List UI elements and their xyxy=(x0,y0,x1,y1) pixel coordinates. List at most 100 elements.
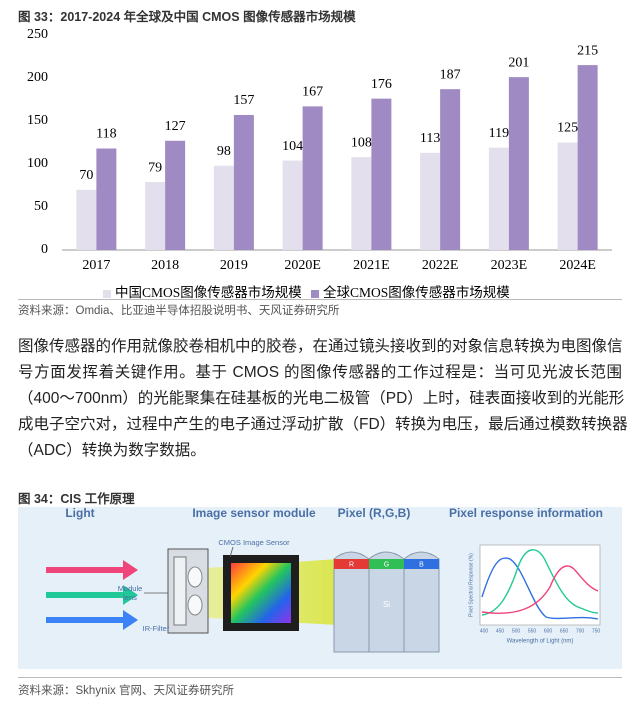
value-label: 215 xyxy=(577,43,598,58)
figure-caption: 图 33：2017-2024 年全球及中国 CMOS 图像传感器市场规模 xyxy=(18,10,356,24)
value-label: 108 xyxy=(351,135,372,150)
lens xyxy=(187,594,203,616)
tick-label: 550 xyxy=(528,628,537,634)
label: G xyxy=(384,561,389,568)
tick-label: 600 xyxy=(544,628,553,634)
value-label: 70 xyxy=(79,168,93,183)
bar xyxy=(302,106,323,250)
filter xyxy=(404,559,439,569)
response-curve xyxy=(481,549,599,616)
bar xyxy=(420,152,441,250)
paragraph: 图像传感器的作用就像胶卷相机中的胶卷，在通过镜头接收到的对象信息转换为电图像信号… xyxy=(18,334,628,464)
bar xyxy=(488,147,509,250)
bar xyxy=(577,65,598,250)
tick-label: 750 xyxy=(592,628,601,634)
legend-swatch xyxy=(103,290,111,298)
filter xyxy=(334,559,369,569)
x-tick-label: 2024E xyxy=(559,258,596,273)
x-tick-label: 2019 xyxy=(220,258,248,273)
y-tick-label: 250 xyxy=(27,27,48,42)
text-line: 成电子空穴对，过程中产生的电子通过浮动扩散（FD）转换为电压，最后通过模数转换器 xyxy=(18,416,628,433)
bar xyxy=(165,140,186,250)
value-label: 118 xyxy=(96,127,116,142)
y-tick-label: 150 xyxy=(27,113,48,128)
bar xyxy=(76,189,97,250)
value-label: 187 xyxy=(440,67,461,82)
tick-label: 450 xyxy=(496,628,505,634)
diagram-header: Image sensor module xyxy=(192,507,316,520)
arrow xyxy=(46,560,138,580)
axis-label: Pixel Spectral Response (%) xyxy=(468,553,474,617)
legend-swatch xyxy=(311,290,319,298)
value-label: 201 xyxy=(508,55,529,70)
bar xyxy=(557,142,578,250)
arrow xyxy=(46,585,138,605)
x-tick-label: 2017 xyxy=(82,258,110,273)
response-curve xyxy=(481,565,599,614)
source-note: 资料来源：Skhynix 官网、天风证券研究所 xyxy=(18,685,234,697)
chart: 0 50 100 150 200 250 2017 70 118 2018 79 127 2019 98 1… xyxy=(27,27,612,300)
bar xyxy=(145,182,166,250)
bar xyxy=(96,148,117,250)
x-tick-label: 2018 xyxy=(151,258,179,273)
text-line: （ADC）转换为数字数据。 xyxy=(18,442,206,459)
tick-label: 650 xyxy=(560,628,569,634)
bar xyxy=(351,157,372,250)
bar xyxy=(233,114,254,250)
plot-frame xyxy=(479,544,601,626)
bar xyxy=(440,89,461,251)
x-tick-label: 2022E xyxy=(422,258,459,273)
response-curve xyxy=(481,557,599,620)
value-label: 104 xyxy=(282,139,303,154)
label: lens xyxy=(123,593,137,602)
value-label: 125 xyxy=(557,121,578,136)
label: IR-Filter xyxy=(143,624,170,633)
label: B xyxy=(419,561,424,568)
bar xyxy=(213,165,234,250)
diagram-header: Pixel response information xyxy=(449,507,603,520)
bar xyxy=(282,160,303,250)
diagram-header: Pixel (R,G,B) xyxy=(338,507,411,520)
tick-label: 400 xyxy=(480,628,489,634)
value-label: 113 xyxy=(420,131,440,146)
x-tick-label: 2020E xyxy=(284,258,321,273)
diagram: Light Image sensor module Pixel (R,G,B) … xyxy=(18,507,622,669)
value-label: 176 xyxy=(371,77,392,92)
text-line: 图像传感器的作用就像胶卷相机中的胶卷，在通过镜头接收到的对象信息转换为电图像信 xyxy=(18,338,623,355)
divider xyxy=(18,677,622,678)
bar xyxy=(508,77,529,250)
value-label: 167 xyxy=(302,85,323,100)
sensor-array xyxy=(231,563,291,623)
tick-label: 700 xyxy=(576,628,585,634)
label: R xyxy=(349,561,354,568)
legend-label: 全球CMOS图像传感器市场规模 xyxy=(323,284,510,300)
legend-label: 中国CMOS图像传感器市场规模 xyxy=(115,284,302,300)
value-label: 98 xyxy=(217,144,231,159)
text-line: 号方面发挥着关键作用。基于 CMOS 的图像传感器的工作过程是：当可见光波长范围 xyxy=(18,364,622,381)
diagram-header: Light xyxy=(65,507,94,520)
axis-label: Wavelength of Light (nm) xyxy=(507,639,574,645)
tick-label: 500 xyxy=(512,628,521,634)
value-label: 157 xyxy=(233,93,254,108)
text-line: （400～700nm）的光能聚集在硅基板的光电二极管（PD）上时，硅表面接收到的… xyxy=(18,390,625,407)
x-tick-label: 2021E xyxy=(353,258,390,273)
y-tick-label: 200 xyxy=(27,70,48,85)
value-label: 119 xyxy=(489,126,509,141)
x-tick-label: 2023E xyxy=(491,258,528,273)
ir-filter xyxy=(173,556,187,626)
y-tick-label: 50 xyxy=(34,199,48,214)
pixel-stack xyxy=(333,551,440,653)
label: Module xyxy=(118,584,143,593)
y-tick-label: 0 xyxy=(41,242,48,257)
leader-line xyxy=(229,546,234,558)
bar xyxy=(371,98,392,250)
value-label: 127 xyxy=(165,119,186,134)
value-label: 79 xyxy=(148,160,162,175)
divider xyxy=(18,299,622,300)
y-tick-label: 100 xyxy=(27,156,48,171)
label: CMOS Image Sensor xyxy=(218,538,290,547)
source-note: 资料来源：Omdia、比亚迪半导体招股说明书、天风证券研究所 xyxy=(18,305,340,317)
label: Si xyxy=(383,600,390,609)
lens xyxy=(187,566,203,588)
